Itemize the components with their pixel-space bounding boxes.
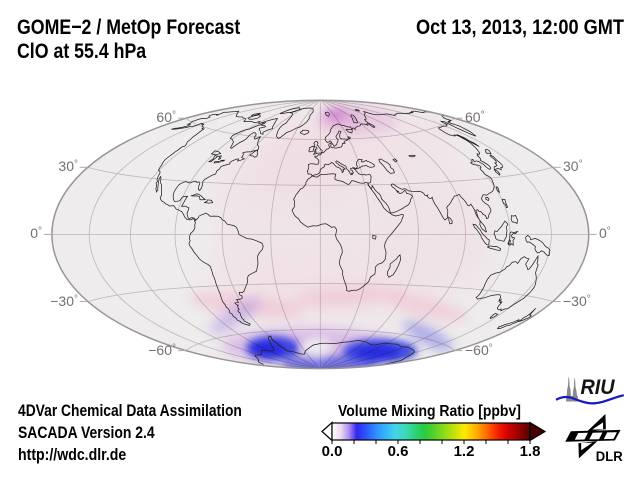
svg-text:RIU: RIU — [581, 375, 616, 399]
svg-text:DLR: DLR — [596, 449, 623, 464]
